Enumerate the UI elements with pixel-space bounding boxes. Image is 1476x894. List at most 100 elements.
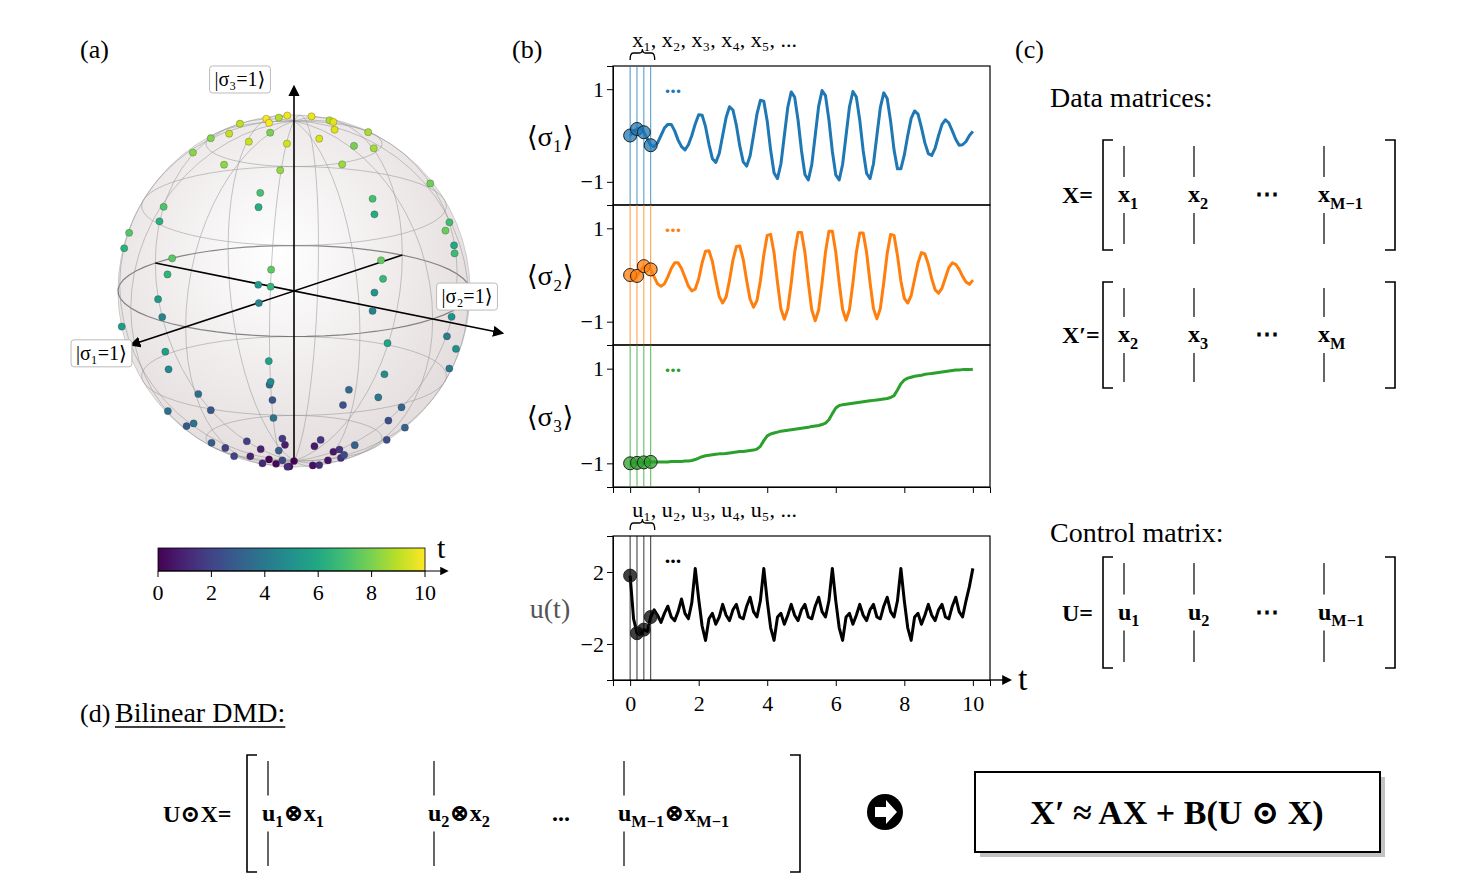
bloch-axis: [131, 255, 402, 345]
tick-mark: [973, 487, 974, 493]
trajectory-point: [243, 438, 250, 445]
trajectory-point: [379, 275, 386, 282]
colorbar-tick-label: 0: [153, 580, 164, 605]
column-bar: [433, 761, 434, 796]
matrix-entry: xM−1: [1318, 181, 1363, 213]
panel-b: (b)−11⟨σ₁⟩...−11⟨σ₂⟩...−11⟨σ₃⟩...−22u(t)…: [512, 27, 1028, 716]
trajectory-point: [370, 145, 377, 152]
trajectory-point: [384, 340, 391, 347]
sample-point: [644, 139, 657, 152]
trajectory-point: [207, 407, 214, 414]
trajectory-point: [277, 167, 284, 174]
trajectory-point: [451, 250, 458, 257]
trajectory-point: [331, 126, 338, 133]
trajectory-point: [350, 142, 357, 149]
axis-label-box: |σ₁=1⟩: [71, 340, 132, 367]
colorbar: 0246810t: [153, 531, 448, 605]
tick: −1: [581, 309, 613, 334]
x-axis: 0246810: [614, 680, 991, 716]
bracket: [1103, 140, 1113, 250]
panel-d: (d)Bilinear DMD:U⊙X=u1⊗x1u2⊗x2...uM−1⊗xM…: [80, 697, 1385, 872]
trajectory-point: [190, 420, 197, 427]
column-bar: [1123, 146, 1124, 177]
matrix-entry: u2⊗x2: [428, 800, 490, 832]
tick: [836, 487, 837, 493]
text-part: x: [1318, 321, 1330, 347]
trajectory-point: [160, 203, 167, 210]
tick-mark: [607, 463, 613, 464]
trajectory-point: [226, 130, 233, 137]
tick-label: 2: [593, 560, 604, 585]
matrix-entry: xM: [1318, 321, 1345, 353]
tick-label: −2: [581, 632, 604, 657]
trajectory-point: [383, 436, 390, 443]
trajectory-point: [339, 161, 346, 168]
trajectory-point: [279, 435, 286, 442]
ellipsis: ...: [665, 352, 682, 377]
trajectory-point: [371, 211, 378, 218]
tick-mark: [973, 680, 974, 686]
text-part: M−1: [631, 812, 664, 831]
trajectory-point: [330, 118, 337, 125]
trajectory-point: [245, 138, 252, 145]
trajectory-point: [442, 227, 449, 234]
text-part: ⋯: [1255, 599, 1279, 625]
trajectory: [118, 112, 465, 470]
text-part: M−1: [1330, 194, 1363, 213]
axis-line: [614, 488, 991, 494]
colorbar-tick: [318, 571, 319, 577]
tick-label: 1: [593, 216, 604, 241]
sample-point: [624, 569, 637, 582]
label-box: [210, 66, 271, 93]
trajectory-point: [164, 407, 171, 414]
text-part: 1: [1130, 194, 1138, 213]
sample-point: [637, 126, 650, 139]
brace: [630, 519, 655, 530]
matrix-entry: u1⊗x1: [262, 800, 324, 832]
tick-label: 10: [962, 691, 984, 716]
matrix-entry: u1: [1118, 599, 1140, 631]
bloch-axes: [131, 87, 502, 461]
tick-label: 1: [593, 77, 604, 102]
axis-label-box: |σ₃=1⟩: [210, 66, 271, 93]
tick-mark: [630, 487, 631, 493]
colorbar-tick-label: 4: [259, 580, 270, 605]
panel-a: (a)|σ₁=1⟩|σ₂=1⟩|σ₃=1⟩0246810t: [71, 35, 502, 605]
trajectory-point: [269, 397, 276, 404]
tick-label: 0: [625, 691, 636, 716]
text-part: u: [1318, 599, 1331, 625]
sample-point: [644, 611, 657, 624]
trajectory-point: [195, 390, 202, 397]
tick-mark: [699, 487, 700, 493]
trajectory-point: [121, 245, 128, 252]
trajectory-point: [375, 394, 382, 401]
sample-line: [630, 536, 631, 680]
trajectory-point: [265, 358, 272, 365]
equation-box: [975, 772, 1380, 852]
text-part: 1: [275, 812, 283, 831]
trajectory-point: [231, 453, 238, 460]
tick: 1: [593, 216, 613, 241]
subplot: −11⟨σ₂⟩...: [527, 205, 990, 346]
sample-line: [650, 536, 651, 680]
trajectory-point: [156, 218, 163, 225]
plot-data: [624, 205, 973, 345]
subplot: −11⟨σ₃⟩...: [527, 345, 991, 493]
trajectory-point: [317, 436, 324, 443]
tick-label: −1: [581, 309, 604, 334]
heading: Bilinear DMD:: [115, 697, 285, 728]
column-bar: [1193, 563, 1194, 595]
trajectory-point: [275, 447, 282, 454]
axis-line: [607, 67, 614, 206]
tick-mark: [767, 680, 768, 686]
column-bar: [433, 832, 434, 867]
column-bar: [1323, 146, 1324, 177]
colorbar-tick: [211, 571, 212, 577]
column-bar: [1193, 288, 1194, 317]
trajectory-point: [450, 242, 457, 249]
y-axis: −11: [581, 67, 614, 206]
arrow-icon: [867, 794, 903, 830]
tick-mark: [630, 680, 631, 686]
axis-label-box: |σ₂=1⟩: [437, 283, 498, 310]
text-part: ⊗x: [664, 800, 696, 826]
